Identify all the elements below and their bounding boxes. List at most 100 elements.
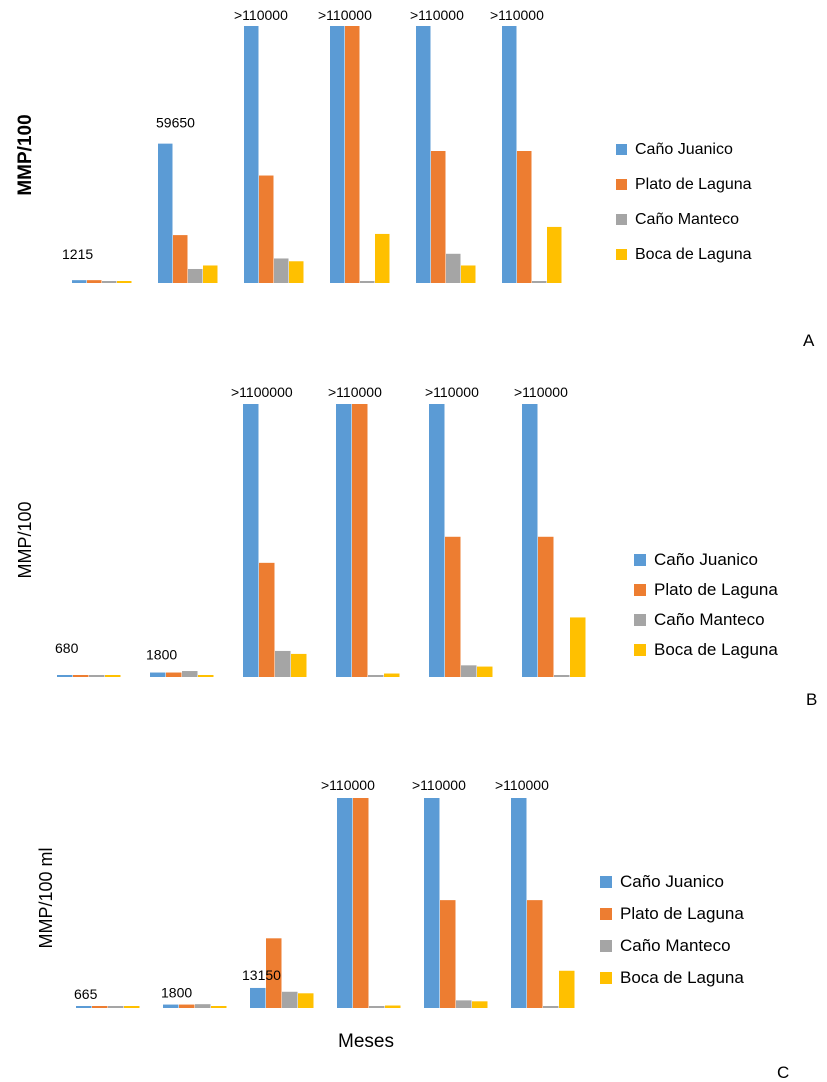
chart-panel-a: MMP/100 1215 59650 >110000 >110000 >110000 >1… [15,7,815,350]
panel-label: A [803,331,815,350]
bar-plato-de-laguna-1 [87,280,102,283]
bar-ca-o-manteco-1 [108,1006,124,1008]
bar-plato-de-laguna-2 [173,235,188,283]
bar-boca-de-laguna-4 [375,233,390,283]
bar-plato-de-laguna-3 [266,938,282,1008]
bar-ca-o-manteco-4 [368,675,384,677]
bar-plato-de-laguna-2 [179,1004,195,1008]
bar-boca-de-laguna-2 [198,675,214,677]
bar-boca-de-laguna-4 [385,1005,401,1008]
bar-ca-o-manteco-5 [461,665,477,677]
legend-label: Caño Juanico [620,872,724,891]
bar-ca-o-manteco-2 [188,268,203,283]
legend-swatch [616,249,627,260]
data-labels: 1215 59650 >110000 >110000 >110000 >110000 [62,7,544,262]
bar-plato-de-laguna-3 [259,175,274,283]
legend-label: Boca de Laguna [654,640,778,659]
bar-boca-de-laguna-1 [117,281,132,283]
legend-label: Plato de Laguna [654,580,778,599]
legend-swatch [634,614,646,626]
data-label-2: 1800 [161,985,192,1001]
legend-swatch [616,179,627,190]
data-labels: 680 1800 >1100000 >110000 >110000 >110000 [55,384,568,663]
legend-label: Caño Juanico [635,141,733,158]
bar-boca-de-laguna-1 [124,1006,140,1008]
bar-plato-de-laguna-5 [431,150,446,283]
bar-boca-de-laguna-6 [547,226,562,283]
data-label-5: >110000 [410,7,464,23]
bar-ca-o-juanico-3 [244,26,259,283]
legend-label: Caño Manteco [654,610,765,629]
bar-ca-o-manteco-5 [446,253,461,283]
bar-plato-de-laguna-2 [166,672,182,677]
bar-ca-o-juanico-3 [243,404,259,677]
bar-plato-de-laguna-1 [73,675,89,677]
data-label-2: 1800 [146,647,177,663]
bar-boca-de-laguna-6 [570,617,586,677]
bar-ca-o-juanico-5 [424,798,440,1008]
legend-label: Boca de Laguna [635,246,752,263]
bar-boca-de-laguna-5 [477,666,493,677]
bar-ca-o-juanico-1 [76,1006,92,1008]
chart-panel-c: MMP/100 ml 665 1800 13150 >110000 >110000 >11… [36,777,789,1082]
bar-ca-o-manteco-2 [182,671,198,677]
bar-boca-de-laguna-6 [559,970,575,1008]
y-axis-label: MMP/100 [15,501,35,578]
bars [57,404,586,677]
bar-ca-o-juanico-1 [57,675,73,677]
bar-ca-o-manteco-6 [532,281,547,283]
data-label-1: 680 [55,640,79,656]
bars [72,26,562,283]
bar-ca-o-juanico-2 [150,672,166,677]
bar-boca-de-laguna-3 [298,993,314,1008]
legend-swatch [600,876,612,888]
bar-ca-o-manteco-5 [456,1000,472,1008]
legend-label: Caño Juanico [654,550,758,569]
data-label-4: >110000 [321,777,375,793]
bar-ca-o-manteco-3 [275,650,291,677]
bar-ca-o-juanico-4 [336,404,352,677]
legend: Caño Juanico Plato de Laguna Caño Manteco B… [634,550,778,659]
bar-ca-o-juanico-6 [511,798,527,1008]
bar-ca-o-juanico-6 [522,404,538,677]
bar-ca-o-juanico-2 [163,1004,179,1008]
bar-boca-de-laguna-5 [461,265,476,283]
panel-label: C [777,1063,789,1082]
data-label-6: >110000 [514,384,568,400]
bar-plato-de-laguna-4 [345,26,360,283]
bar-ca-o-manteco-1 [102,281,117,283]
bar-ca-o-juanico-2 [158,143,173,283]
bar-boca-de-laguna-2 [211,1006,227,1008]
chart-panel-b: MMP/100 680 1800 >1100000 >110000 >110000 >11… [15,384,817,709]
data-label-3: 13150 [242,967,281,983]
bar-boca-de-laguna-3 [291,653,307,677]
bar-ca-o-manteco-4 [360,281,375,283]
bar-plato-de-laguna-4 [352,404,368,677]
bar-ca-o-manteco-4 [369,1006,385,1008]
bar-plato-de-laguna-4 [353,798,369,1008]
bar-ca-o-manteco-3 [282,991,298,1008]
legend-label: Plato de Laguna [635,176,752,193]
y-axis-label: MMP/100 ml [36,847,56,948]
data-label-6: >110000 [495,777,549,793]
data-label-1: 1215 [62,246,93,262]
x-axis-label: Meses [338,1031,394,1052]
legend-swatch [634,644,646,656]
data-label-3: >1100000 [231,384,293,400]
bar-ca-o-juanico-4 [337,798,353,1008]
bar-ca-o-manteco-6 [554,675,570,677]
bar-boca-de-laguna-4 [384,673,400,677]
data-label-4: >110000 [318,7,372,23]
bar-plato-de-laguna-6 [527,900,543,1008]
legend-swatch [634,584,646,596]
data-label-2: 59650 [156,115,195,131]
bar-ca-o-manteco-1 [89,675,105,677]
bar-ca-o-manteco-3 [274,258,289,283]
bars [76,798,575,1008]
legend-swatch [634,554,646,566]
legend-swatch [616,214,627,225]
legend: Caño Juanico Plato de Laguna Caño Manteco B… [600,872,744,987]
legend-label: Plato de Laguna [620,904,744,923]
bar-plato-de-laguna-6 [517,150,532,283]
